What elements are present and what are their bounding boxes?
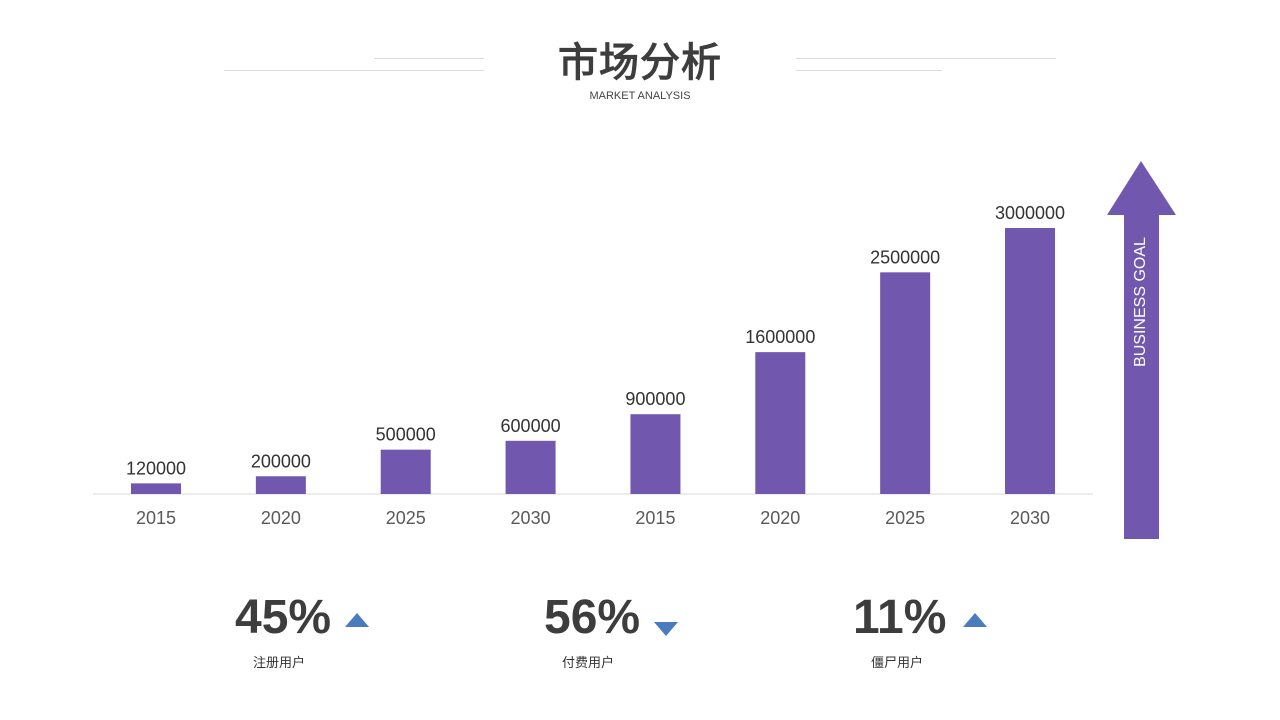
trend-down-icon (654, 622, 678, 636)
bars-layer: 120000 2015 200000 2020 500000 2025 600000 2030… (93, 203, 1093, 528)
stat-value: 45% (235, 591, 332, 644)
bar (880, 272, 931, 494)
trend-up-icon (345, 613, 369, 627)
goal-arrow (1107, 161, 1176, 539)
data-label: 900000 (625, 389, 685, 409)
bar (1005, 228, 1056, 494)
stat-value: 56% (544, 591, 641, 644)
goal-arrow-label: BUSINESS GOAL (1132, 237, 1149, 367)
data-label: 200000 (251, 451, 311, 471)
decorative-line-right-top (796, 58, 1056, 59)
decorative-line-left-top (374, 58, 484, 59)
bar (505, 440, 556, 494)
bar (255, 476, 306, 494)
stat-label: 僵尸用户 (871, 656, 924, 671)
bar (755, 352, 806, 494)
x-tick-label: 2015 (136, 508, 176, 528)
page-title: 市场分析 (558, 40, 722, 86)
page-subtitle: MARKET ANALYSIS (589, 90, 691, 102)
stat-label: 注册用户 (253, 656, 306, 671)
x-tick-label: 2025 (885, 508, 925, 528)
bar (380, 449, 431, 494)
decorative-line-right-bottom (796, 70, 942, 71)
data-label: 600000 (501, 416, 561, 436)
x-tick-label: 2025 (386, 508, 426, 528)
decorative-line-left-bottom (224, 70, 484, 71)
goal-arrow-shape (1107, 161, 1176, 539)
data-label: 3000000 (995, 203, 1065, 223)
stat-label: 付费用户 (562, 656, 615, 671)
data-label: 1600000 (745, 327, 815, 347)
stat-value: 11% (853, 591, 947, 644)
x-tick-label: 2020 (760, 508, 800, 528)
data-label: 120000 (126, 458, 186, 478)
x-tick-label: 2030 (511, 508, 551, 528)
x-tick-label: 2030 (1010, 508, 1050, 528)
data-label: 500000 (376, 425, 436, 445)
x-tick-label: 2020 (261, 508, 301, 528)
bar (630, 414, 681, 494)
trend-up-icon (963, 613, 987, 627)
bar (131, 483, 181, 494)
bar-chart: 120000 2015 200000 2020 500000 2025 600000 2030… (93, 161, 1176, 539)
x-tick-label: 2015 (635, 508, 675, 528)
data-label: 2500000 (870, 247, 940, 267)
